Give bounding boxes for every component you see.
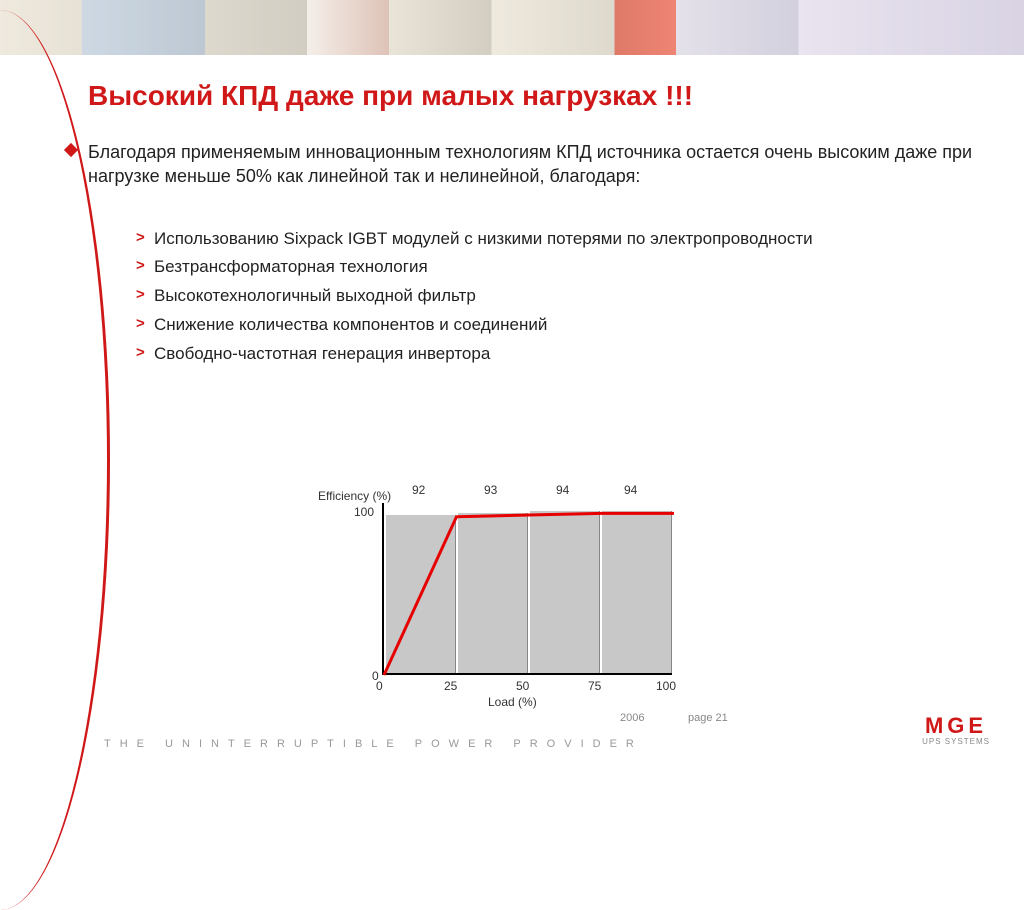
x-tick: 50 bbox=[516, 679, 529, 693]
y-axis-title: Efficiency (%) bbox=[318, 489, 391, 503]
value-label: 93 bbox=[484, 483, 497, 497]
lead-text: Благодаря применяемым инновационным техн… bbox=[88, 140, 994, 189]
mge-logo: MGE UPS SYSTEMS bbox=[922, 715, 990, 746]
slide-footer: THE UNINTERRUPTIBLE POWER PROVIDER 2006 … bbox=[0, 720, 1024, 768]
list-item: Снижение количества компонентов и соедин… bbox=[136, 311, 994, 340]
x-axis-title: Load (%) bbox=[488, 695, 537, 709]
list-item: Использованию Sixpack IGBT модулей с низ… bbox=[136, 225, 994, 254]
slide-title: Высокий КПД даже при малых нагрузках !!! bbox=[88, 80, 994, 112]
efficiency-chart: Efficiency (%) 100 0 92 93 94 94 0 25 50… bbox=[320, 485, 700, 715]
list-item: Безтрансформаторная технология bbox=[136, 253, 994, 282]
logo-sub-text: UPS SYSTEMS bbox=[922, 737, 990, 746]
banner-image-strip bbox=[0, 0, 1024, 55]
y-axis-max: 100 bbox=[354, 505, 374, 519]
list-item: Высокотехнологичный выходной фильтр bbox=[136, 282, 994, 311]
value-label: 92 bbox=[412, 483, 425, 497]
lead-bullet: Благодаря применяемым инновационным техн… bbox=[88, 140, 994, 189]
list-item: Свободно-частотная генерация инвертора bbox=[136, 340, 994, 369]
chart-plot-area bbox=[382, 503, 672, 675]
slide-content: Высокий КПД даже при малых нагрузках !!!… bbox=[88, 80, 994, 369]
chart-line bbox=[384, 503, 674, 675]
logo-main-text: MGE bbox=[922, 715, 990, 737]
sub-bullet-list: Использованию Sixpack IGBT модулей с низ… bbox=[136, 225, 994, 369]
page-number: page 21 bbox=[688, 712, 728, 724]
x-tick: 25 bbox=[444, 679, 457, 693]
x-tick: 0 bbox=[376, 679, 383, 693]
x-tick: 75 bbox=[588, 679, 601, 693]
value-label: 94 bbox=[624, 483, 637, 497]
footer-tagline: THE UNINTERRUPTIBLE POWER PROVIDER bbox=[104, 738, 643, 750]
footer-date: 2006 bbox=[620, 712, 644, 724]
x-tick: 100 bbox=[656, 679, 676, 693]
value-label: 94 bbox=[556, 483, 569, 497]
